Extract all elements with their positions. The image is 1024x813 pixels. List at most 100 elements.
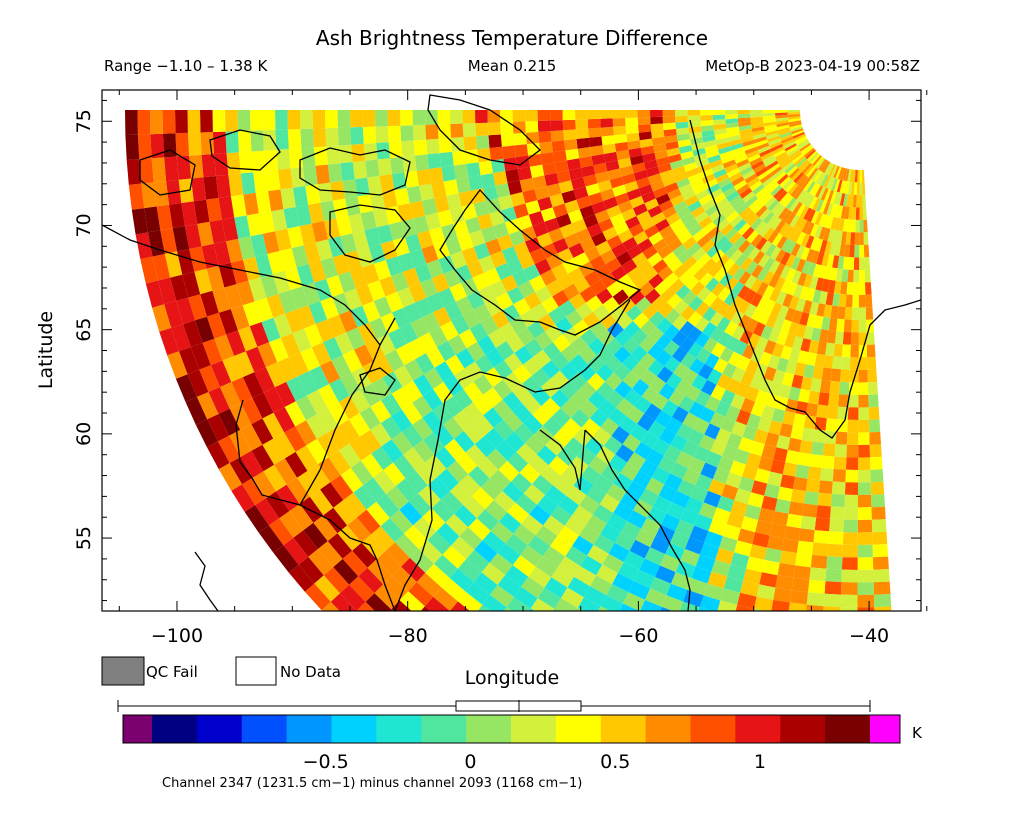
colorbar-segment — [196, 715, 243, 743]
field-cell — [605, 257, 622, 273]
field-cell — [792, 201, 803, 215]
field-cell — [772, 316, 785, 332]
field-cell — [779, 192, 791, 205]
field-cell — [645, 588, 667, 607]
field-cell — [495, 183, 511, 198]
field-cell — [639, 488, 659, 507]
field-cell — [854, 169, 858, 183]
field-cell — [857, 557, 874, 570]
field-cell — [664, 308, 681, 325]
field-cell — [782, 462, 798, 477]
field-cell — [717, 456, 734, 473]
field-cell — [713, 613, 734, 630]
field-cell — [449, 482, 472, 505]
field-cell — [368, 243, 386, 264]
field-cell — [644, 224, 659, 239]
field-cell — [730, 310, 745, 326]
field-cell — [834, 770, 857, 783]
field-cell — [627, 140, 641, 150]
field-cell — [600, 464, 621, 484]
field-cell — [414, 263, 432, 283]
field-cell — [782, 138, 795, 147]
field-cell — [642, 245, 658, 260]
field-cell — [528, 211, 545, 226]
field-cell — [695, 474, 713, 491]
field-cell — [218, 463, 242, 491]
field-cell — [473, 242, 490, 260]
field-cell — [257, 342, 278, 368]
field-cell — [284, 401, 306, 427]
field-cell — [493, 419, 514, 441]
field-cell — [628, 147, 643, 158]
field-cell — [737, 222, 751, 236]
field-cell — [463, 423, 485, 445]
field-cell — [755, 187, 768, 199]
field-cell — [544, 485, 566, 506]
field-cell — [624, 388, 642, 407]
field-cell — [671, 330, 688, 347]
field-cell — [836, 318, 845, 332]
field-cell — [775, 290, 787, 306]
field-cell — [594, 264, 611, 280]
field-cell — [855, 219, 860, 233]
field-cell — [200, 290, 219, 317]
field-cell — [738, 239, 751, 254]
field-cell — [471, 487, 494, 510]
coastline-greenland-west — [689, 119, 921, 439]
field-cell — [738, 785, 763, 801]
field-cell — [600, 523, 621, 543]
field-cell — [736, 682, 758, 698]
field-cell — [742, 243, 756, 258]
field-cell — [744, 173, 758, 184]
field-cell — [767, 163, 781, 174]
field-cell — [778, 129, 791, 136]
field-cell — [643, 159, 658, 170]
field-cell — [693, 445, 711, 463]
field-cell — [650, 123, 664, 132]
field-cell — [790, 169, 802, 182]
field-cell — [423, 367, 444, 389]
field-cell — [580, 165, 596, 178]
field-cell — [605, 160, 620, 172]
field-cell — [640, 319, 657, 336]
field-cell — [807, 466, 822, 481]
field-cell — [242, 301, 262, 327]
field-cell — [843, 519, 858, 533]
field-cell — [373, 355, 394, 378]
field-cell — [548, 306, 566, 325]
field-cell — [462, 309, 481, 329]
field-cell — [415, 462, 437, 486]
field-cell — [588, 127, 602, 138]
field-cell — [759, 208, 771, 221]
field-cell — [733, 340, 748, 356]
field-cell — [512, 555, 536, 577]
field-cell — [823, 606, 841, 611]
field-cell — [775, 110, 788, 113]
field-cell — [857, 494, 872, 508]
field-cell — [554, 160, 569, 173]
field-cell — [392, 566, 417, 592]
field-cell — [721, 484, 739, 501]
field-cell — [463, 381, 483, 403]
field-cell — [336, 216, 353, 237]
field-cell — [815, 277, 825, 291]
field-cell — [755, 389, 769, 406]
field-cell — [584, 270, 601, 287]
field-cell — [513, 241, 530, 258]
field-cell — [715, 137, 729, 145]
field-cell — [815, 199, 824, 213]
field-cell — [724, 244, 738, 259]
field-cell — [271, 209, 288, 232]
field-cell — [758, 253, 770, 268]
field-cell — [473, 303, 492, 323]
field-cell — [708, 479, 726, 496]
field-cell — [588, 337, 606, 356]
field-cell — [847, 419, 859, 433]
colorbar-segment — [421, 715, 467, 743]
field-cell — [670, 462, 688, 480]
field-cell — [859, 232, 864, 245]
field-cell — [707, 368, 723, 385]
field-cell — [776, 331, 788, 346]
field-cell — [731, 366, 746, 383]
field-cell — [213, 241, 231, 266]
